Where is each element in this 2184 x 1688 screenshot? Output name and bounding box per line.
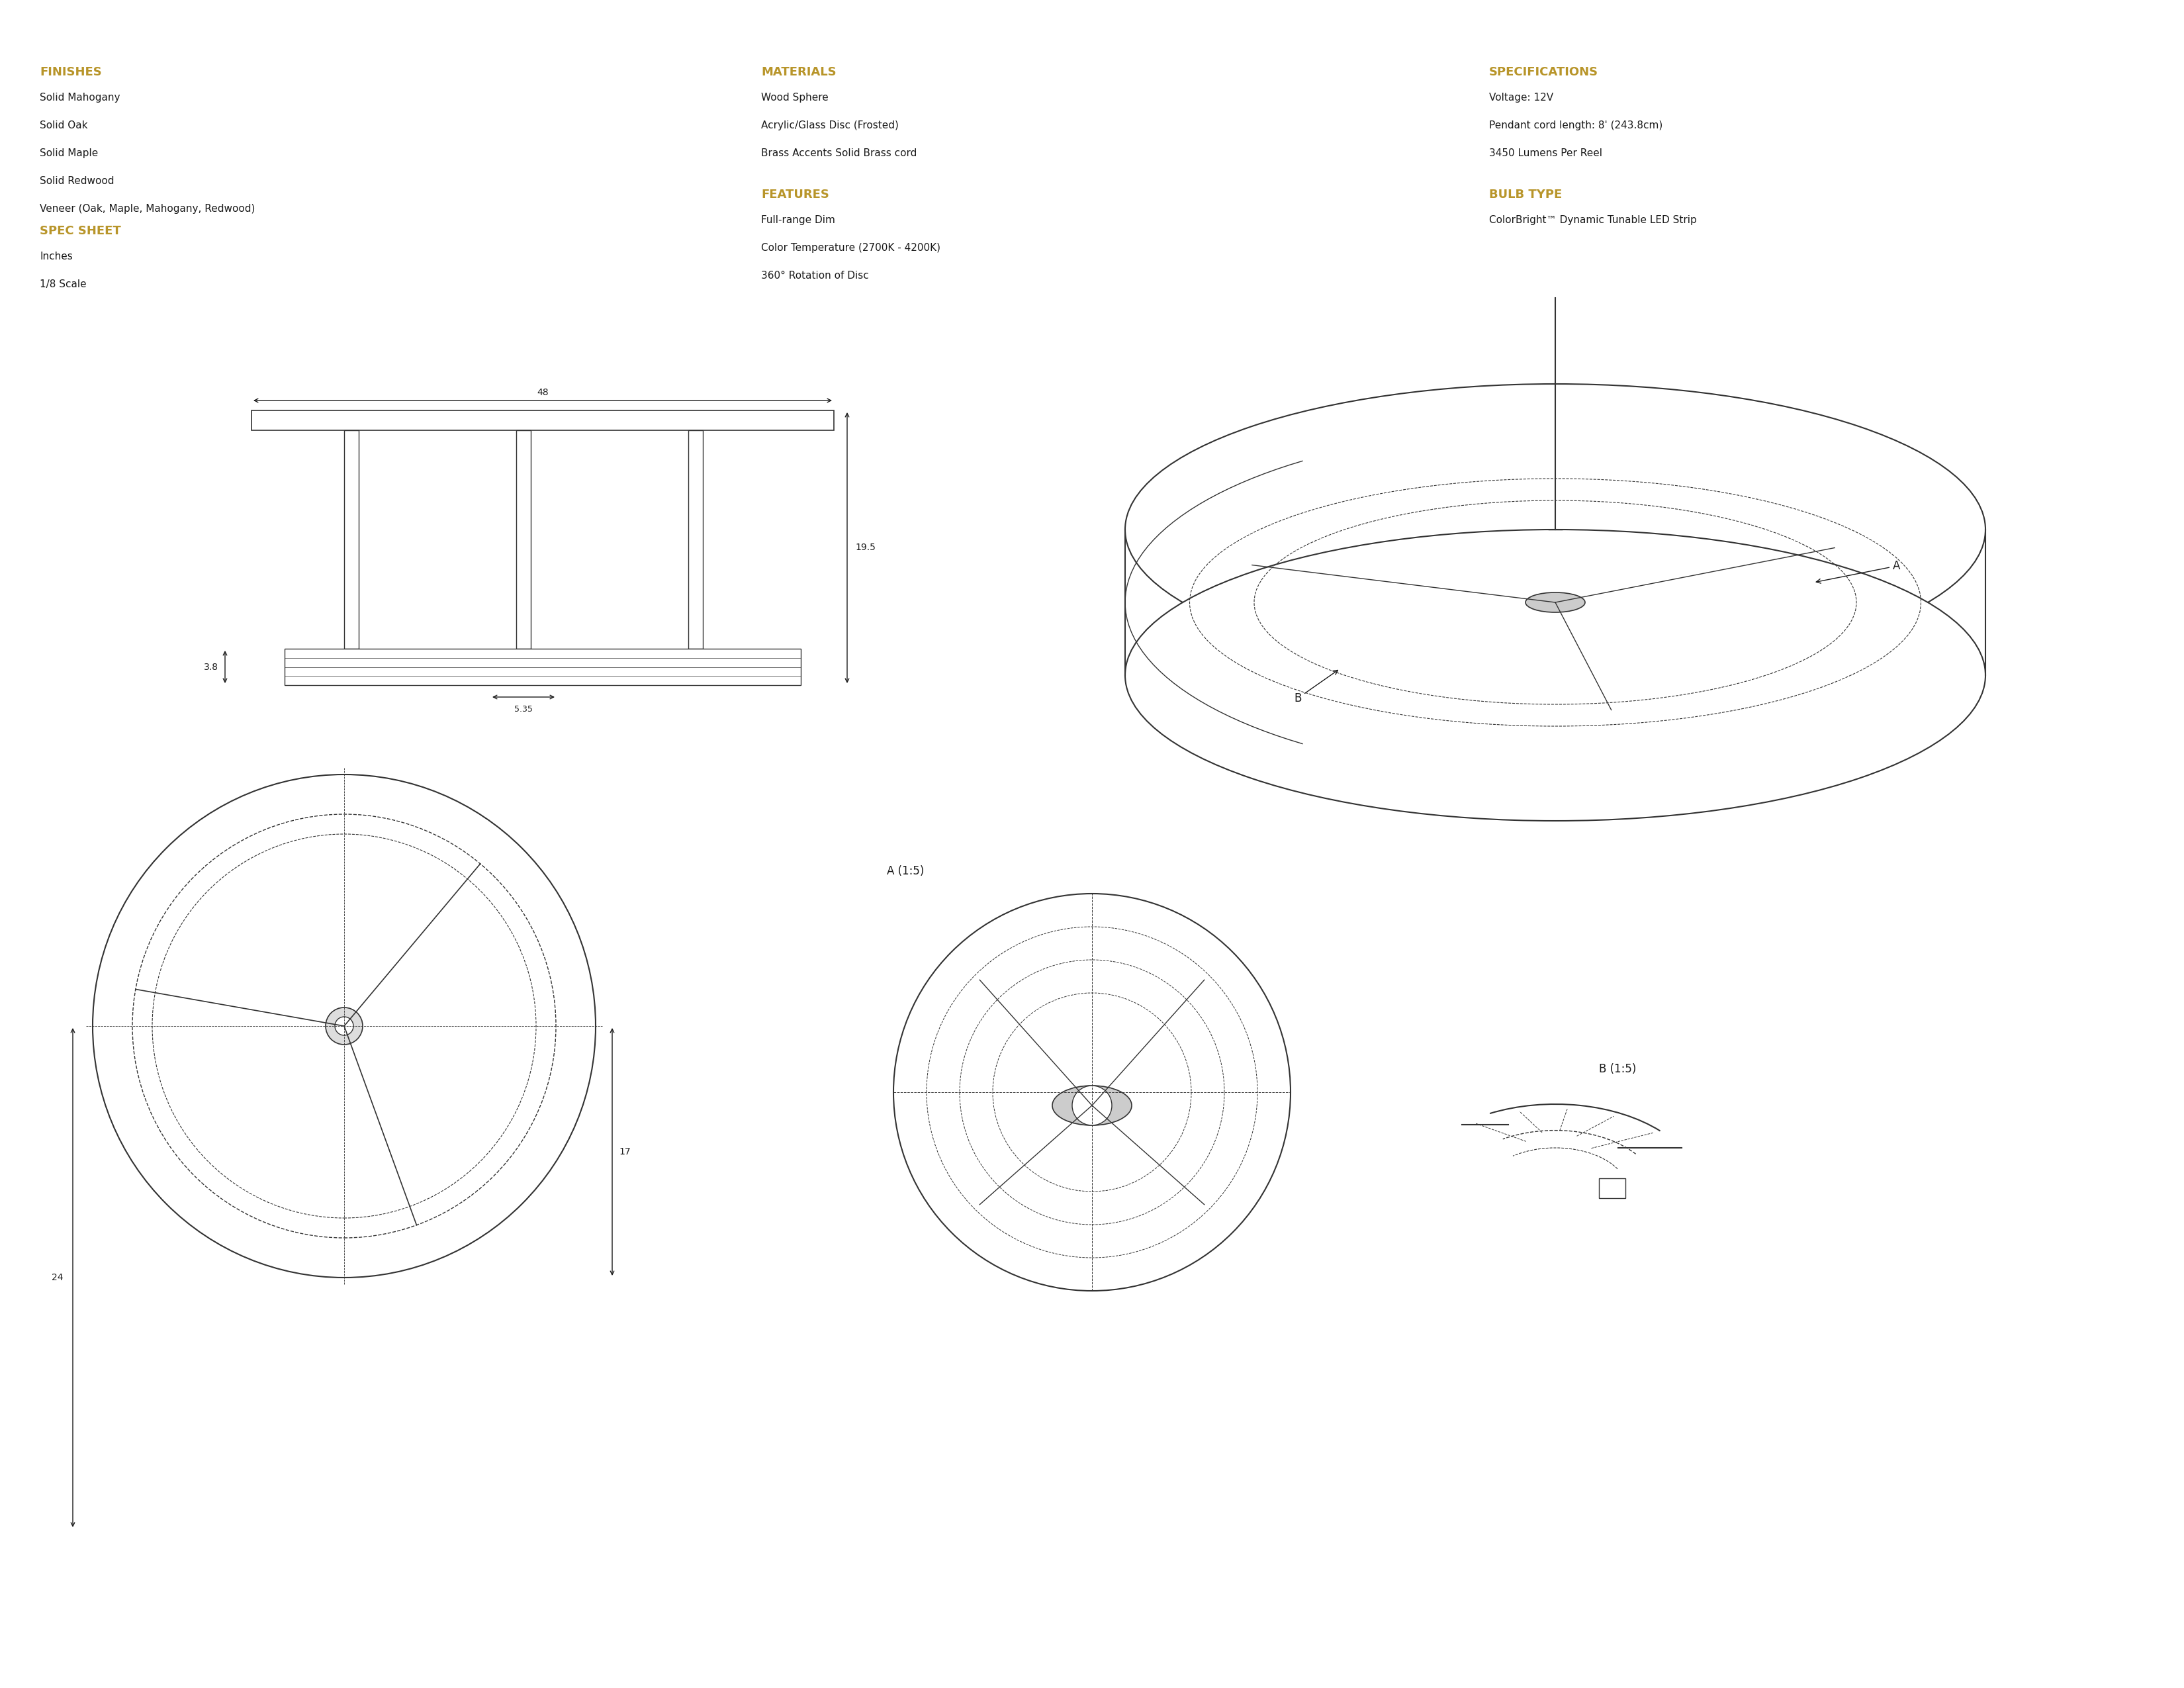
Text: MATERIALS: MATERIALS <box>760 66 836 78</box>
Bar <box>515 430 531 648</box>
Text: SPEC SHEET: SPEC SHEET <box>39 225 120 236</box>
Bar <box>345 430 358 648</box>
Circle shape <box>133 814 557 1237</box>
Text: 360° Rotation of Disc: 360° Rotation of Disc <box>760 270 869 280</box>
Text: Wood Sphere: Wood Sphere <box>760 93 828 103</box>
Text: Veneer (Oak, Maple, Mahogany, Redwood): Veneer (Oak, Maple, Mahogany, Redwood) <box>39 204 256 214</box>
Text: Voltage: 12V: Voltage: 12V <box>1489 93 1553 103</box>
Circle shape <box>153 834 535 1219</box>
Text: Inches: Inches <box>39 252 72 262</box>
Text: Solid Mahogany: Solid Mahogany <box>39 93 120 103</box>
Bar <box>251 410 834 430</box>
Text: BULB TYPE: BULB TYPE <box>1489 189 1562 201</box>
Bar <box>1599 1178 1625 1198</box>
Text: SPECIFICATIONS: SPECIFICATIONS <box>1489 66 1599 78</box>
Text: 19.5: 19.5 <box>856 544 876 552</box>
Bar <box>688 430 703 648</box>
Circle shape <box>325 1008 363 1045</box>
Text: A (1:5): A (1:5) <box>887 866 924 878</box>
Text: FEATURES: FEATURES <box>760 189 830 201</box>
Text: Color Temperature (2700K - 4200K): Color Temperature (2700K - 4200K) <box>760 243 941 253</box>
Circle shape <box>893 893 1291 1291</box>
Circle shape <box>1072 1085 1112 1126</box>
Text: 17: 17 <box>618 1148 631 1156</box>
Text: 24: 24 <box>50 1273 63 1283</box>
Text: Solid Redwood: Solid Redwood <box>39 176 114 186</box>
Text: Solid Maple: Solid Maple <box>39 149 98 159</box>
Text: ColorBright™ Dynamic Tunable LED Strip: ColorBright™ Dynamic Tunable LED Strip <box>1489 214 1697 225</box>
Text: A: A <box>1817 560 1900 584</box>
Text: 1/8 Scale: 1/8 Scale <box>39 279 87 289</box>
Ellipse shape <box>1125 383 1985 675</box>
Text: B: B <box>1293 670 1339 704</box>
Text: Acrylic/Glass Disc (Frosted): Acrylic/Glass Disc (Frosted) <box>760 120 898 130</box>
Ellipse shape <box>1125 530 1985 820</box>
Text: Full-range Dim: Full-range Dim <box>760 214 834 225</box>
Text: 3450 Lumens Per Reel: 3450 Lumens Per Reel <box>1489 149 1603 159</box>
Text: 5.35: 5.35 <box>513 706 533 714</box>
Bar <box>284 648 802 685</box>
Text: 48: 48 <box>537 388 548 397</box>
Text: 3.8: 3.8 <box>203 662 218 672</box>
Ellipse shape <box>1524 592 1586 613</box>
Text: FINISHES: FINISHES <box>39 66 103 78</box>
Circle shape <box>334 1016 354 1035</box>
Ellipse shape <box>1053 1085 1131 1126</box>
Text: B (1:5): B (1:5) <box>1599 1063 1636 1075</box>
Text: Brass Accents Solid Brass cord: Brass Accents Solid Brass cord <box>760 149 917 159</box>
Circle shape <box>92 775 596 1278</box>
Text: Pendant cord length: 8' (243.8cm): Pendant cord length: 8' (243.8cm) <box>1489 120 1662 130</box>
Text: Solid Oak: Solid Oak <box>39 120 87 130</box>
